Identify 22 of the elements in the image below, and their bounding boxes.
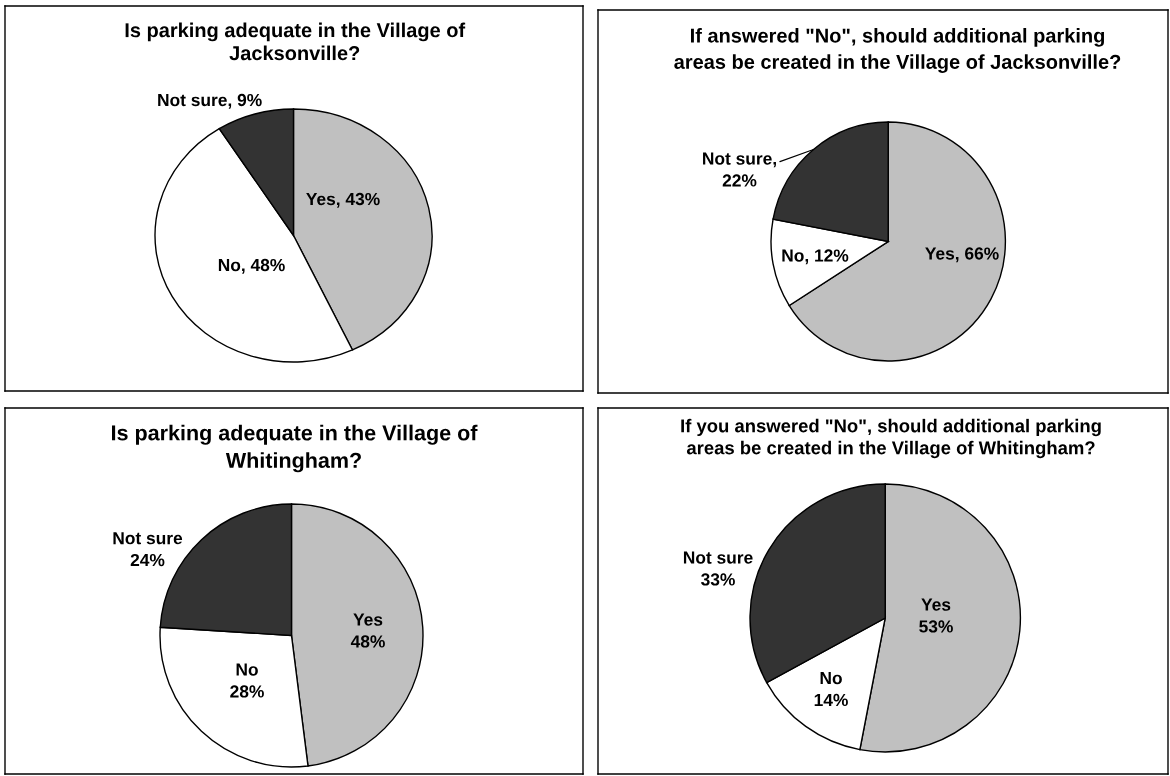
chart-title: If answered "No", should additional parking areas be created in the Village of Jacksonville? <box>674 28 1121 73</box>
data-label: 28% <box>230 685 264 698</box>
slice-label: No <box>236 663 258 676</box>
data-label: 24% <box>130 553 165 567</box>
data-label: 53% <box>919 620 953 633</box>
slice-label: Not sure <box>683 551 753 564</box>
data-label: No, 48% <box>218 258 285 274</box>
data-label: 48% <box>350 635 385 648</box>
data-label: 33% <box>701 573 735 586</box>
data-label: No, 12% <box>782 249 849 265</box>
data-label: Yes, 66% <box>925 247 999 263</box>
slice-label: Yes <box>921 598 951 611</box>
slice-label: No <box>820 672 842 685</box>
data-label: 14% <box>814 693 848 707</box>
slice-label: Yes <box>353 613 383 626</box>
chart-title: Is parking adequate in the Village of Whitingham? <box>112 424 478 473</box>
data-label: Not sure, 22% <box>703 152 776 187</box>
slice-label: Not sure <box>113 532 183 545</box>
chart-title: Is parking adequate in the Village of Jacksonville? <box>125 22 466 61</box>
chart-title: If you answered "No", should additional parking areas be created in the Village of Whitingham? <box>681 418 1101 459</box>
data-label: Yes, 43% <box>306 192 380 208</box>
data-label: Not sure, 9% <box>158 93 262 109</box>
